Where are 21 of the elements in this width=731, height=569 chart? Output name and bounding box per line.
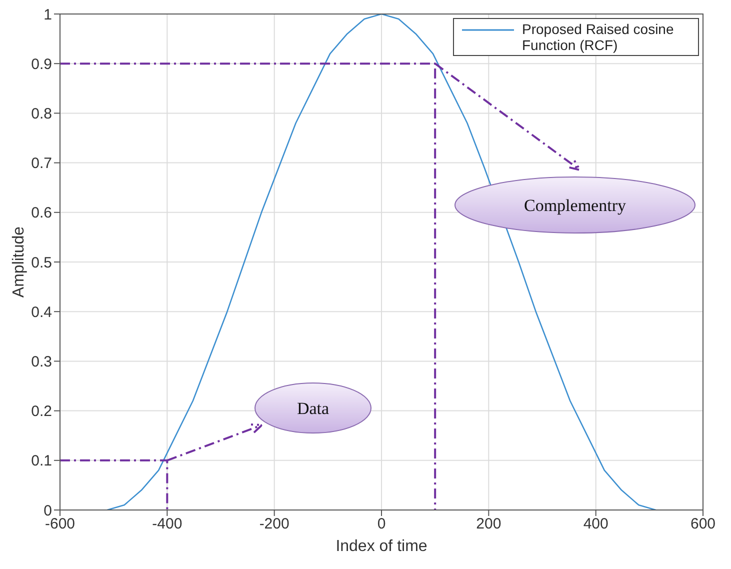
y-tick-label: 1 [44,6,52,24]
x-tick-label: 600 [690,516,716,533]
y-tick-label: 0.6 [31,204,52,222]
x-tick-label: 200 [476,516,502,533]
y-tick-label: 0.8 [31,106,52,123]
annotation: Data [296,399,330,418]
y-axis-title: Amplitude [10,226,28,298]
y-tick-label: 0.9 [31,56,52,73]
annotation: Complementry [524,196,626,215]
x-tick-label: -400 [152,516,182,533]
x-tick-label: 400 [583,516,608,533]
y-tick-label: 0.3 [31,354,52,371]
y-tick-label: 0.5 [31,254,52,272]
y-tick-label: 0.1 [31,452,52,470]
legend-label: Proposed Raised cosine Function (RCF) [522,21,675,53]
y-tick-label: 0.4 [31,304,52,321]
x-tick-label: 0 [377,516,386,533]
x-tick-label: -200 [259,516,290,533]
y-tick-label: 0.2 [31,403,52,420]
y-tick-label: 0.7 [31,155,52,172]
x-axis-title: Index of time [336,538,428,555]
